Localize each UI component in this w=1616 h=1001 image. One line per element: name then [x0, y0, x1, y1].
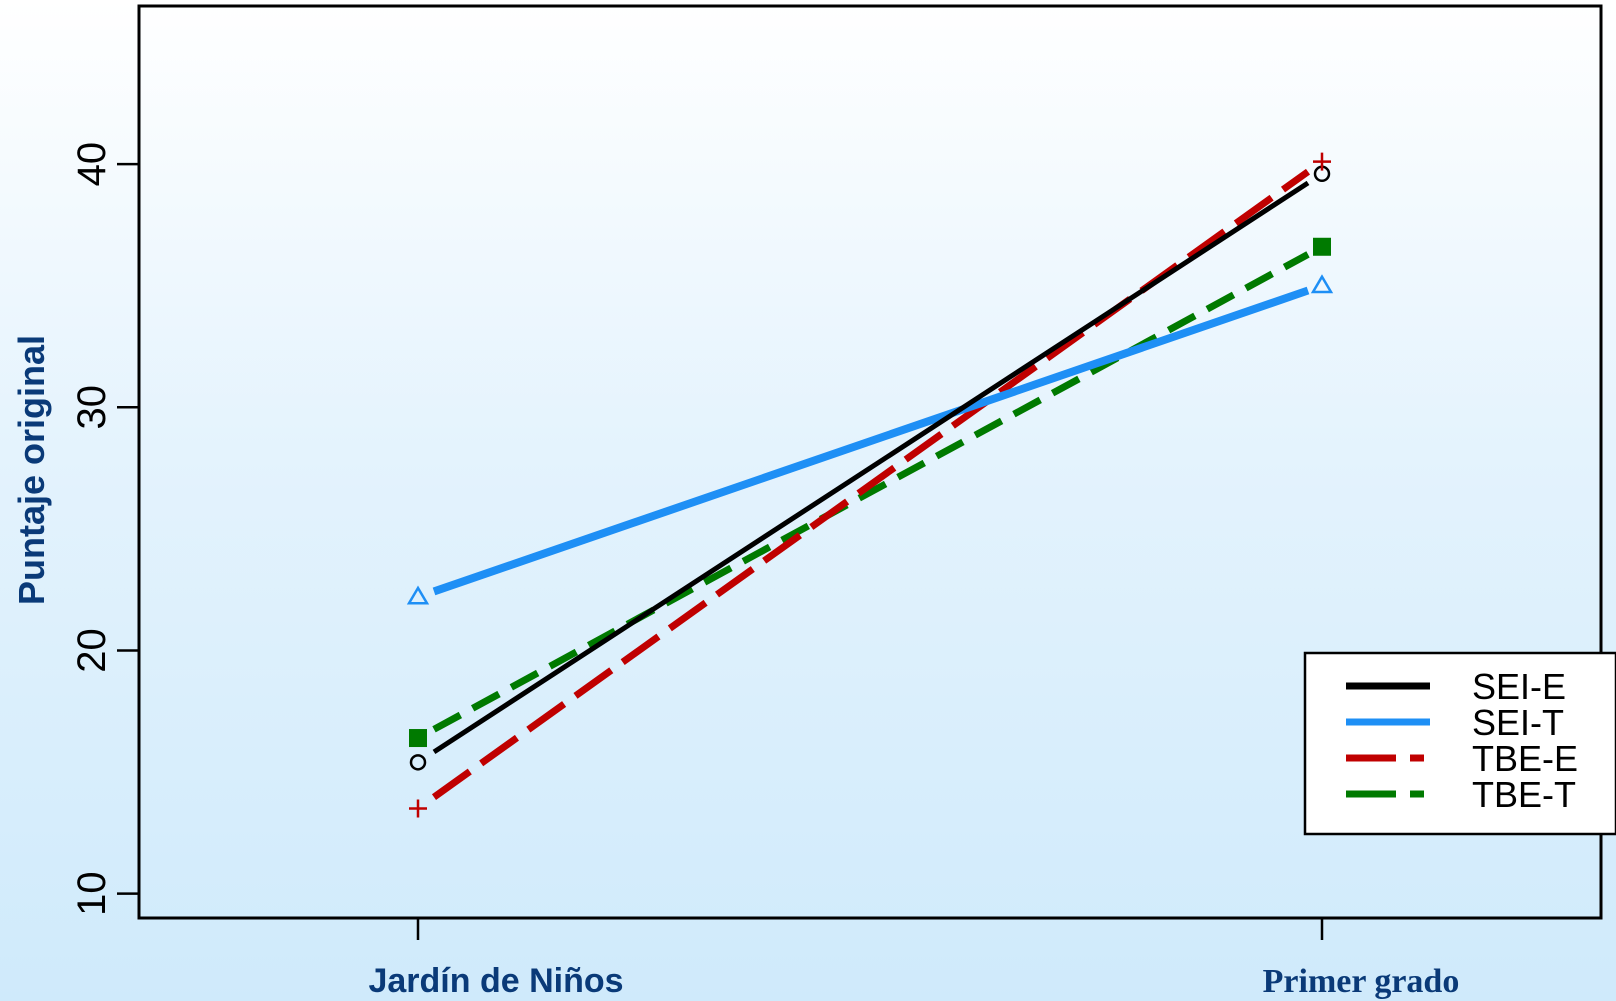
point-tbe-t-1: [1313, 237, 1331, 256]
series-line-sei-t: [432, 286, 1310, 596]
y-axis: 10 20 30 40: [70, 142, 139, 916]
x-category-label: Primer grado: [1263, 963, 1460, 1000]
y-tick-label: 40: [70, 142, 114, 187]
y-tick-label: 20: [70, 628, 114, 673]
point-sei-t-1: [1310, 274, 1334, 294]
x-axis: Jardín de Niños Primer grado: [368, 918, 1459, 1000]
y-tick-label: 10: [70, 871, 114, 916]
y-axis-label: Puntaje original: [11, 335, 52, 605]
point-sei-e-0: [409, 754, 427, 771]
legend-label: TBE-T: [1472, 774, 1576, 815]
point-tbe-e-1: [1313, 152, 1331, 171]
point-tbe-t-0: [409, 729, 427, 748]
series-line-sei-e: [432, 180, 1310, 755]
marker-layer: [406, 152, 1334, 818]
y-tick-label: 30: [70, 385, 114, 430]
point-sei-t-0: [406, 585, 430, 605]
point-tbe-e-0: [409, 799, 427, 818]
series-line-tbe-t: [432, 251, 1310, 733]
x-category-label: Jardín de Niños: [368, 962, 623, 1000]
series-layer: [431, 168, 1311, 800]
plot-frame: [137, 4, 1603, 920]
legend-label: TBE-E: [1472, 738, 1578, 779]
legend-label: SEI-E: [1472, 666, 1566, 707]
legend-label: SEI-T: [1472, 702, 1564, 743]
